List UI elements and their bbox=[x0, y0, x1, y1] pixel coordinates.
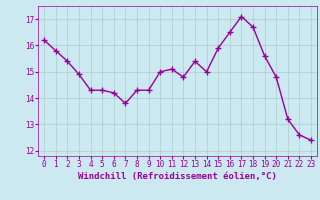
X-axis label: Windchill (Refroidissement éolien,°C): Windchill (Refroidissement éolien,°C) bbox=[78, 172, 277, 181]
